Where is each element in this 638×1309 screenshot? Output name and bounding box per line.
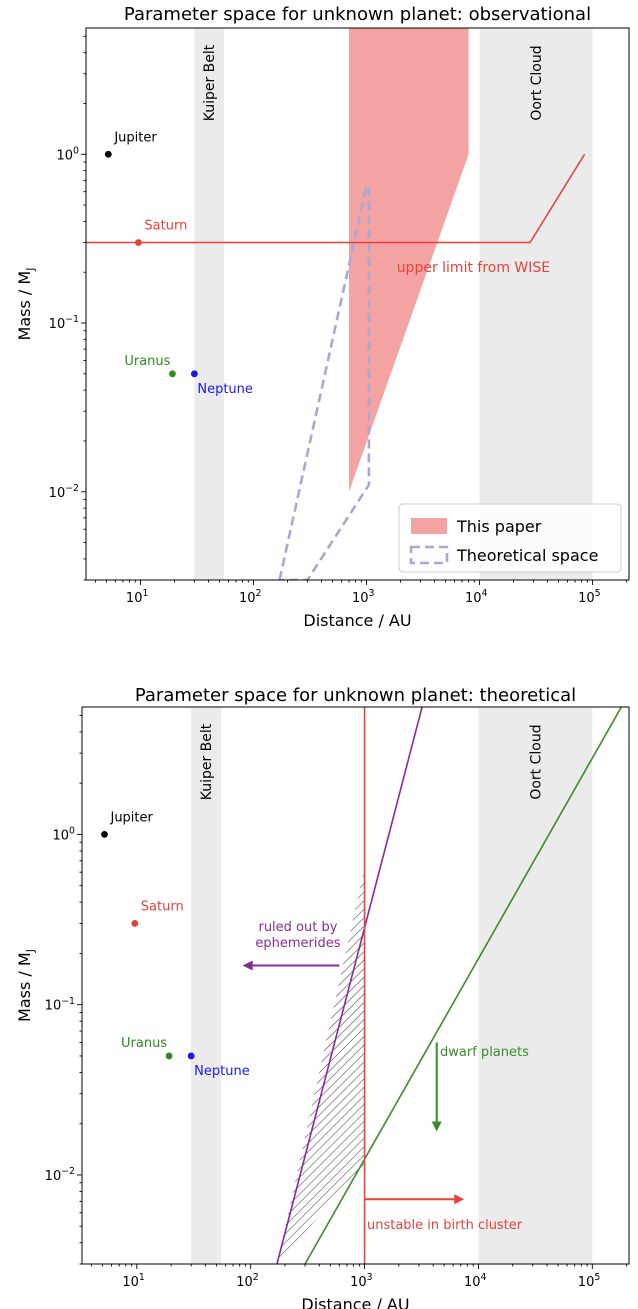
planet-point-saturn	[131, 920, 139, 927]
planet-point-jupiter	[101, 831, 108, 838]
y-tick-label: 10−2	[49, 483, 79, 501]
y-axis-label-sub: J	[24, 268, 37, 272]
x-tick-label: 105	[578, 1272, 601, 1290]
legend-box	[398, 503, 622, 573]
band-label-kuiper-belt: Kuiper Belt	[202, 44, 218, 121]
x-tick-label: 102	[236, 1272, 259, 1290]
y-axis-label-main: Mass / M	[15, 271, 34, 341]
planet-label-jupiter: Jupiter	[113, 130, 157, 145]
y-tick-label: 100	[57, 145, 80, 163]
planet-point-neptune	[190, 370, 198, 378]
planet-point-uranus	[169, 370, 176, 378]
wise-label: upper limit from WISE	[397, 260, 550, 276]
planet-point-neptune	[187, 1052, 195, 1060]
x-tick-label: 105	[578, 588, 601, 606]
planet-point-jupiter	[104, 150, 112, 158]
planet-label-jupiter: Jupiter	[109, 810, 153, 825]
band-label-oort-cloud: Oort Cloud	[529, 45, 545, 120]
birth-cluster-arrow-head	[454, 1194, 465, 1205]
x-tick-label: 103	[352, 588, 375, 606]
x-tick-label: 103	[350, 1272, 373, 1290]
legend-label: This paper	[456, 517, 542, 536]
x-tick-label: 104	[465, 588, 488, 606]
ephemerides-arrow-head	[242, 960, 253, 971]
legend-label: Theoretical space	[456, 546, 598, 565]
band-label-kuiper-belt: Kuiper Belt	[199, 723, 215, 800]
y-tick-label: 10−1	[45, 996, 75, 1014]
theoretical-space-region	[278, 182, 371, 580]
band-label-oort-cloud: Oort Cloud	[528, 724, 544, 799]
y-axis-label-main: Mass / M	[15, 952, 34, 1022]
legend-swatch-dashed	[409, 545, 449, 565]
band-kuiper-belt	[191, 707, 222, 1264]
ephemerides-label-line-2: ephemerides	[255, 936, 340, 951]
y-axis-label-sub: J	[24, 949, 37, 953]
planet-label-saturn: Saturn	[141, 899, 184, 914]
y-tick-label: 10−2	[45, 1166, 75, 1184]
chart-panel-1: Kuiper Belt Oort Cloud upper limit from WI…	[15, 4, 630, 630]
birth-cluster-label-line-1: unstable in birth cluster	[367, 1218, 523, 1233]
planet-point-saturn	[135, 239, 142, 246]
band-oort-cloud	[478, 707, 593, 1264]
this-paper-region	[348, 28, 469, 492]
chart-panel-2: Kuiper Belt Oort Cloud ruled out byephemer…	[15, 685, 630, 1309]
plot-area	[191, 707, 623, 1264]
chart-title: Parameter space for unknown planet: obse…	[124, 4, 591, 25]
planet-label-neptune: Neptune	[194, 1064, 250, 1079]
chart-title: Parameter space for unknown planet: theo…	[135, 685, 576, 706]
planet-label-uranus: Uranus	[124, 354, 170, 369]
axes-frame	[85, 27, 630, 581]
planet-label-saturn: Saturn	[144, 218, 187, 233]
y-axis-label: Mass / MJ	[15, 949, 37, 1022]
ephemerides-label-line-1: ruled out by	[258, 920, 337, 935]
band-kuiper-belt	[194, 28, 225, 580]
legend-swatch-fill	[411, 518, 447, 534]
x-tick-label: 101	[126, 588, 149, 606]
x-axis-label: Distance / AU	[303, 611, 411, 630]
ephemerides-line	[276, 707, 423, 1264]
band-oort-cloud	[479, 28, 593, 580]
axes-frame	[81, 706, 630, 1265]
planet-label-uranus: Uranus	[121, 1036, 167, 1051]
y-tick-label: 100	[53, 826, 76, 844]
dwarf-arrow-head	[431, 1121, 442, 1132]
x-tick-label: 101	[122, 1272, 145, 1290]
planet-label-neptune: Neptune	[197, 382, 253, 397]
y-axis-label: Mass / MJ	[15, 268, 37, 341]
x-axis-label: Distance / AU	[301, 1295, 409, 1309]
y-tick-label: 10−1	[49, 314, 79, 332]
dwarf-line	[304, 707, 623, 1264]
dwarf-label-line-1: dwarf planets	[440, 1045, 529, 1060]
hatched-region	[276, 867, 365, 1264]
x-tick-label: 102	[239, 588, 262, 606]
x-tick-label: 104	[464, 1272, 487, 1290]
legend: This paper Theoretical space	[398, 503, 622, 573]
wise-upper-limit-line	[86, 153, 586, 244]
plot-area	[86, 28, 593, 580]
planet-point-uranus	[165, 1052, 173, 1060]
